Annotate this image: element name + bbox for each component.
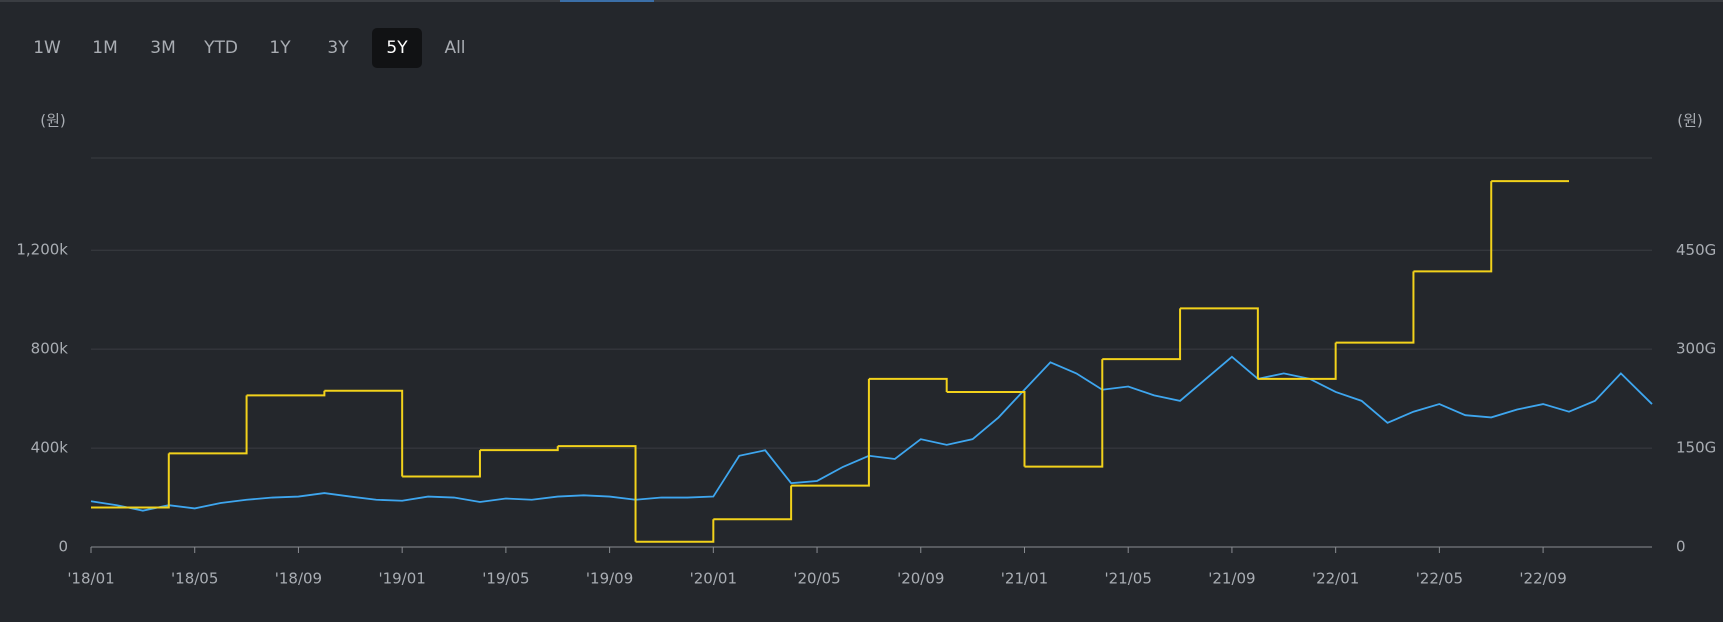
- x-tick-label: '21/05: [1105, 570, 1152, 588]
- step-segment: [168, 395, 248, 455]
- x-tick-label: '19/01: [378, 570, 425, 588]
- step-segment: [1024, 359, 1104, 468]
- step-segment: [557, 445, 637, 542]
- y-unit: (원): [40, 112, 66, 130]
- range-button[interactable]: 3Y: [327, 38, 349, 58]
- step-segment: [868, 377, 948, 393]
- x-tick-label: '19/05: [482, 570, 529, 588]
- range-button[interactable]: 1M: [92, 38, 117, 58]
- x-tick-label: '22/05: [1416, 570, 1463, 588]
- y-tick-label: 0: [58, 538, 68, 556]
- x-tick-label: '20/05: [793, 570, 840, 588]
- x-tick-label: '20/01: [690, 570, 737, 588]
- range-button[interactable]: 1W: [33, 38, 61, 58]
- x-tick-label: '21/09: [1208, 570, 1255, 588]
- range-button[interactable]: 1Y: [269, 38, 291, 58]
- step-segment: [946, 391, 1026, 467]
- x-tick-label: '18/01: [67, 570, 114, 588]
- step-segment: [1102, 308, 1182, 361]
- range-button-bg: [372, 28, 422, 68]
- step-segment: [91, 453, 170, 509]
- step-segment: [246, 390, 326, 397]
- step-segment: [635, 519, 715, 543]
- step-segment: [1257, 342, 1337, 380]
- y2-tick-label: 300G: [1676, 340, 1716, 358]
- y2-tick-label: 150G: [1676, 439, 1716, 457]
- step-segment: [1180, 307, 1259, 379]
- range-button[interactable]: YTD: [203, 38, 238, 58]
- step-segment: [713, 485, 793, 521]
- step-segment: [1335, 271, 1415, 344]
- step-segment: [402, 450, 481, 478]
- y2-tick-label: 0: [1676, 538, 1686, 556]
- step-segment: [479, 446, 559, 452]
- range-button[interactable]: 3M: [150, 38, 175, 58]
- x-tick-label: '19/09: [586, 570, 633, 588]
- x-tick-label: '18/05: [171, 570, 218, 588]
- x-tick-label: '21/01: [1001, 570, 1048, 588]
- x-tick-label: '18/09: [275, 570, 322, 588]
- y2-tick-label: 450G: [1676, 241, 1716, 259]
- step-segment: [791, 378, 870, 487]
- x-tick-label: '22/09: [1519, 570, 1566, 588]
- range-button[interactable]: All: [444, 38, 465, 58]
- y-tick-label: 1,200k: [16, 241, 68, 259]
- step-segment: [324, 389, 404, 477]
- x-tick-label: '22/01: [1312, 570, 1359, 588]
- x-tick-label: '20/09: [897, 570, 944, 588]
- y-tick-label: 800k: [31, 340, 69, 358]
- range-button[interactable]: 5Y: [386, 38, 408, 58]
- y2-unit: (원): [1677, 112, 1703, 130]
- y-tick-label: 400k: [31, 439, 69, 457]
- step-segment: [1413, 181, 1493, 273]
